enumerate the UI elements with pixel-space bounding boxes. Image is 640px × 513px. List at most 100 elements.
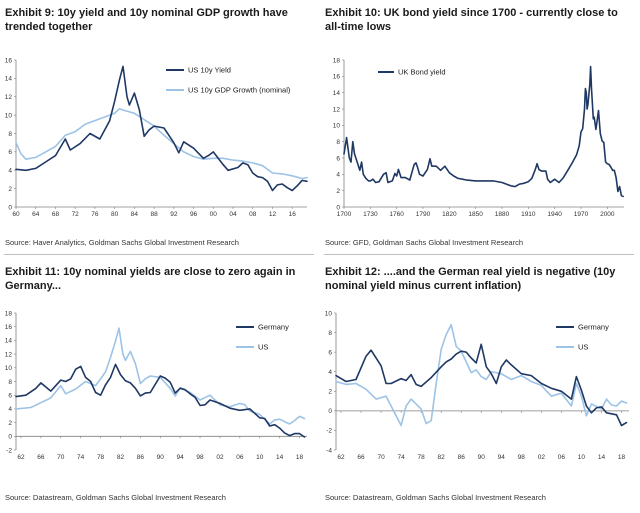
series-line-germany bbox=[335, 343, 628, 427]
x-tick-label: 82 bbox=[117, 454, 125, 461]
legend-label: Germany bbox=[258, 323, 289, 332]
legend-label: Germany bbox=[578, 323, 609, 332]
series-line-us-10y-yield bbox=[15, 65, 308, 192]
y-tick-label: 12 bbox=[5, 94, 13, 101]
series-line-uk-bond-yield bbox=[343, 65, 624, 198]
x-tick-label: 60 bbox=[12, 211, 20, 218]
x-tick-label: 96 bbox=[190, 211, 198, 218]
x-tick-label: 1970 bbox=[574, 211, 589, 218]
chart-title: Exhibit 12: ....and the German real yiel… bbox=[325, 266, 616, 292]
panel-divider bbox=[4, 254, 314, 255]
y-tick-label: 12 bbox=[5, 351, 13, 358]
series-line-us bbox=[335, 323, 628, 427]
y-tick-label: 16 bbox=[5, 57, 13, 64]
y-tick-label: 16 bbox=[333, 74, 341, 81]
x-tick-label: 1820 bbox=[442, 211, 457, 218]
x-tick-label: 74 bbox=[77, 454, 85, 461]
x-tick-label: 12 bbox=[269, 211, 277, 218]
source-note: Source: Haver Analytics, Goldman Sachs G… bbox=[5, 238, 239, 247]
x-tick-label: 14 bbox=[276, 454, 284, 461]
chart-title: Exhibit 11: 10y nominal yields are close… bbox=[5, 266, 296, 292]
y-tick-label: 2 bbox=[328, 389, 332, 396]
y-tick-label: -2 bbox=[326, 428, 332, 435]
legend-label: US 10y Yield bbox=[188, 66, 231, 75]
x-tick-label: 1880 bbox=[495, 211, 510, 218]
x-tick-label: 78 bbox=[418, 454, 426, 461]
chart-ex10: 0 2 4 6 8 10 12 14 16 18 1700 1730 1760 1790 1820 1850 1… bbox=[333, 57, 624, 218]
y-tick-label: 14 bbox=[5, 338, 13, 345]
y-tick-label: 8 bbox=[336, 139, 340, 146]
x-tick-label: 80 bbox=[111, 211, 119, 218]
x-tick-label: 94 bbox=[498, 454, 506, 461]
x-tick-label: 04 bbox=[229, 211, 237, 218]
source-note: Source: GFD, Goldman Sachs Global Invest… bbox=[325, 238, 524, 247]
y-tick-label: 10 bbox=[5, 112, 13, 119]
x-tick-label: 2000 bbox=[600, 211, 615, 218]
x-tick-label: 70 bbox=[57, 454, 65, 461]
chart-panel-ex10: Exhibit 10: UK bond yield since 1700 - c… bbox=[320, 0, 640, 254]
y-tick-label: 6 bbox=[336, 155, 340, 162]
y-tick-label: 14 bbox=[5, 76, 13, 83]
x-tick-label: 62 bbox=[337, 454, 345, 461]
y-tick-label: 6 bbox=[8, 149, 12, 156]
y-tick-label: 4 bbox=[8, 168, 12, 175]
y-tick-label: -4 bbox=[326, 447, 332, 454]
x-tick-label: 86 bbox=[137, 454, 145, 461]
chart-title: Exhibit 9: 10y yield and 10y nominal GDP… bbox=[5, 7, 288, 33]
x-tick-label: 1700 bbox=[337, 211, 352, 218]
x-tick-label: 68 bbox=[52, 211, 60, 218]
x-tick-label: 00 bbox=[210, 211, 218, 218]
legend-label: US 10y GDP Growth (nominal) bbox=[188, 86, 291, 95]
y-tick-label: 4 bbox=[336, 172, 340, 179]
y-tick-label: 18 bbox=[5, 310, 13, 317]
x-tick-label: 90 bbox=[157, 454, 165, 461]
x-tick-label: 02 bbox=[538, 454, 546, 461]
y-tick-label: 2 bbox=[8, 186, 12, 193]
y-tick-label: 0 bbox=[8, 434, 12, 441]
y-tick-label: 0 bbox=[8, 204, 12, 211]
legend-label: US bbox=[578, 343, 588, 352]
y-tick-label: -2 bbox=[6, 447, 12, 454]
x-tick-label: 10 bbox=[256, 454, 264, 461]
y-tick-label: 8 bbox=[8, 131, 12, 138]
x-tick-label: 1910 bbox=[521, 211, 536, 218]
x-tick-label: 16 bbox=[289, 211, 297, 218]
chart-title: Exhibit 10: UK bond yield since 1700 - c… bbox=[325, 7, 618, 33]
x-tick-label: 10 bbox=[578, 454, 586, 461]
legend-label: UK Bond yield bbox=[398, 68, 446, 77]
source-note: Source: Datastream, Goldman Sachs Global… bbox=[325, 493, 546, 502]
series-line-us-10y-gdp-growth-nominal- bbox=[15, 107, 308, 180]
x-tick-label: 06 bbox=[236, 454, 244, 461]
x-tick-label: 1850 bbox=[468, 211, 483, 218]
x-tick-label: 18 bbox=[618, 454, 626, 461]
source-note: Source: Datastream, Goldman Sachs Global… bbox=[5, 493, 226, 502]
x-tick-label: 72 bbox=[72, 211, 80, 218]
y-tick-label: 6 bbox=[328, 349, 332, 356]
x-tick-label: 64 bbox=[32, 211, 40, 218]
x-tick-label: 66 bbox=[357, 454, 365, 461]
y-tick-label: 8 bbox=[328, 330, 332, 337]
y-tick-label: 14 bbox=[333, 90, 341, 97]
x-tick-label: 82 bbox=[438, 454, 446, 461]
chart-panel-ex11: Exhibit 11: 10y nominal yields are close… bbox=[0, 259, 320, 513]
y-tick-label: 10 bbox=[5, 365, 13, 372]
y-tick-label: 4 bbox=[8, 406, 12, 413]
y-tick-label: 2 bbox=[336, 188, 340, 195]
x-tick-label: 78 bbox=[97, 454, 105, 461]
x-tick-label: 06 bbox=[558, 454, 566, 461]
y-tick-label: 2 bbox=[8, 420, 12, 427]
x-tick-label: 86 bbox=[458, 454, 466, 461]
x-tick-label: 98 bbox=[196, 454, 204, 461]
x-tick-label: 76 bbox=[91, 211, 99, 218]
y-tick-label: 0 bbox=[328, 408, 332, 415]
x-tick-label: 98 bbox=[518, 454, 526, 461]
x-tick-label: 90 bbox=[478, 454, 486, 461]
x-tick-label: 92 bbox=[170, 211, 178, 218]
series-line-germany bbox=[15, 363, 306, 438]
x-tick-label: 1940 bbox=[547, 211, 562, 218]
panel-divider bbox=[324, 254, 634, 255]
x-tick-label: 62 bbox=[17, 454, 25, 461]
y-tick-label: 10 bbox=[325, 310, 333, 317]
